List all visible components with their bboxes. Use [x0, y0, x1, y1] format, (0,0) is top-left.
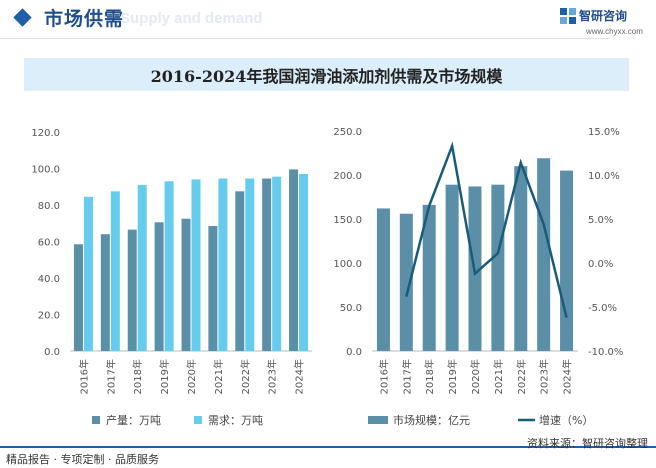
ghost-subtitle: Supply and demand — [120, 10, 263, 27]
legend-label: 产量：万吨 — [106, 413, 161, 427]
bar-production — [100, 234, 110, 351]
growth-rate-point — [566, 317, 568, 319]
bar-market-size — [537, 158, 551, 351]
bar-production — [181, 218, 191, 351]
source-note: 资料来源：智研咨询整理 — [527, 437, 648, 450]
y-tick-label: 80.0 — [38, 201, 60, 212]
legend-swatch — [92, 416, 100, 424]
bar-market-size — [514, 166, 528, 351]
y-left-tick-label: 100.0 — [333, 259, 362, 270]
bar-demand — [245, 178, 255, 351]
y-left-tick-label: 200.0 — [333, 171, 362, 182]
legend-swatch — [368, 416, 388, 424]
bar-demand — [299, 173, 309, 351]
bar-market-size — [560, 170, 574, 351]
x-tick-label: 2019年 — [158, 359, 171, 394]
x-tick-label: 2024年 — [561, 359, 574, 394]
bar-demand — [164, 181, 174, 351]
y-left-tick-label: 250.0 — [333, 127, 362, 138]
footer-bar — [0, 446, 656, 448]
y-right-tick-label: -10.0% — [588, 347, 623, 358]
bar-demand — [191, 179, 201, 351]
y-left-tick-label: 150.0 — [333, 215, 362, 226]
y-tick-label: 100.0 — [31, 165, 60, 176]
bar-market-size — [376, 208, 390, 351]
growth-rate-point — [451, 145, 453, 147]
legend-label: 市场规模：亿元 — [393, 413, 470, 427]
bar-production — [208, 225, 218, 351]
y-tick-label: 20.0 — [38, 311, 60, 322]
y-right-tick-label: 10.0% — [588, 171, 620, 182]
page-header: 市场供需 Supply and demand 智研咨询 www.chyxx.co… — [0, 0, 656, 40]
y-left-tick-label: 0.0 — [346, 347, 362, 358]
y-right-tick-label: 15.0% — [588, 127, 620, 138]
bar-demand — [272, 176, 282, 351]
y-tick-label: 120.0 — [31, 128, 60, 139]
bar-market-size — [491, 184, 505, 351]
y-right-tick-label: 0.0% — [588, 259, 613, 270]
bar-demand — [218, 178, 228, 351]
brand-logo: 智研咨询 www.chyxx.com — [560, 8, 650, 40]
x-tick-label: 2016年 — [77, 359, 90, 394]
y-right-tick-label: -5.0% — [588, 303, 617, 314]
growth-rate-line — [405, 141, 568, 318]
bar-market-size — [445, 184, 459, 351]
x-tick-label: 2020年 — [185, 359, 198, 394]
bar-demand — [110, 191, 120, 351]
x-tick-label: 2016年 — [377, 359, 390, 394]
bar-production — [73, 244, 83, 351]
bar-production — [127, 229, 137, 351]
x-tick-label: 2023年 — [538, 359, 551, 394]
x-tick-label: 2021年 — [212, 359, 225, 394]
bar-market-size — [422, 204, 436, 351]
bar-demand — [137, 184, 147, 351]
bar-production — [262, 178, 272, 351]
x-tick-label: 2024年 — [293, 359, 306, 394]
growth-rate-point — [474, 273, 476, 275]
bar-market-size — [399, 213, 413, 351]
growth-rate-point — [405, 295, 407, 297]
x-tick-label: 2023年 — [266, 359, 279, 394]
y-tick-label: 60.0 — [38, 238, 60, 249]
growth-rate-point — [428, 205, 430, 207]
growth-rate-point — [520, 162, 522, 164]
bar-production — [154, 222, 164, 351]
x-tick-label: 2017年 — [104, 359, 117, 394]
header-divider — [0, 38, 610, 39]
x-tick-label: 2022年 — [239, 359, 252, 394]
y-tick-label: 40.0 — [38, 274, 60, 285]
bar-production — [289, 169, 299, 351]
chart-title: 2016-2024年我国润滑油添加剂供需及市场规模 — [24, 58, 629, 91]
logo-url: www.chyxx.com — [586, 27, 643, 36]
x-tick-label: 2020年 — [469, 359, 482, 394]
section-title: 市场供需 — [44, 8, 125, 30]
growth-rate-point — [543, 223, 545, 225]
legend-swatch — [194, 416, 202, 424]
x-tick-label: 2018年 — [423, 359, 436, 394]
growth-rate-point — [497, 252, 499, 254]
footer-slogan: 精品报告 · 专项定制 · 品质服务 — [6, 453, 159, 466]
legend-label: 增速（%） — [539, 413, 593, 427]
y-tick-label: 0.0 — [44, 347, 60, 358]
y-right-tick-label: 5.0% — [588, 215, 613, 226]
x-tick-label: 2021年 — [492, 359, 505, 394]
bar-production — [235, 191, 245, 351]
logo-name: 智研咨询 — [579, 9, 628, 23]
page-footer: 精品报告 · 专项定制 · 品质服务 资料来源：智研咨询整理 — [0, 437, 656, 468]
y-left-tick-label: 50.0 — [340, 303, 362, 314]
x-tick-label: 2022年 — [515, 359, 528, 394]
x-tick-label: 2017年 — [400, 359, 413, 394]
x-tick-label: 2018年 — [131, 359, 144, 394]
bar-demand — [83, 196, 93, 351]
legend-label: 需求：万吨 — [208, 414, 263, 427]
logo-mark-icon — [560, 8, 576, 24]
x-tick-label: 2019年 — [446, 359, 459, 394]
